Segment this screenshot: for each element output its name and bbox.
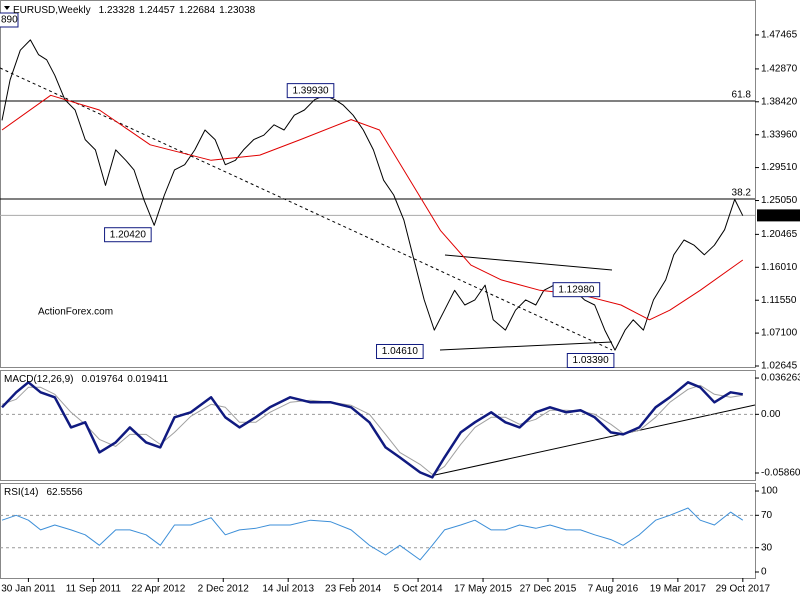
- x-tick-label: 11 Sep 2011: [66, 584, 122, 595]
- fib-label: 61.8: [732, 90, 752, 101]
- rsi-panel: [0, 483, 756, 579]
- y-tick-label: 1.47465: [761, 30, 798, 41]
- watermark: ActionForex.com: [38, 307, 113, 318]
- series-line: [1, 39, 744, 351]
- fib-label: 38.2: [732, 188, 752, 199]
- x-tick-label: 7 Aug 2016: [588, 584, 639, 595]
- y-tick-label: 1.25050: [761, 195, 798, 206]
- y-tick-label: 30: [761, 542, 773, 553]
- price-annotation-label: 1.04610: [382, 346, 419, 357]
- price-annotation-box: [376, 343, 424, 359]
- series-line: [1, 94, 744, 321]
- price-annotation-label: 1.03390: [573, 355, 610, 366]
- current-price-box: [757, 209, 800, 222]
- y-tick-label: 70: [761, 510, 773, 521]
- channel-line: [439, 341, 613, 351]
- channel-line: [444, 254, 613, 271]
- y-tick-label: 1.16010: [761, 262, 798, 273]
- y-tick-label: 1.02645: [761, 361, 798, 372]
- panel-title: EURUSD,Weekly: [13, 5, 91, 16]
- price-panel: [0, 0, 756, 368]
- series-line: [1, 507, 744, 561]
- y-tick-label: -0.058606: [761, 468, 800, 479]
- x-tick-label: 17 May 2015: [454, 584, 512, 595]
- y-tick-label: 1.42870: [761, 64, 798, 75]
- panel-header: MACD(12,26,9) 0.019764 0.019411: [4, 374, 169, 385]
- header-value: 1.22684: [179, 5, 216, 16]
- panel-header: EURUSD,Weekly 1.23328 1.24457 1.22684 1.2303…: [13, 5, 256, 16]
- price-annotation-box: [566, 353, 615, 369]
- header-value: 1.24457: [139, 5, 176, 16]
- price-annotation-box: [286, 83, 335, 99]
- x-tick-label: 27 Dec 2015: [520, 584, 577, 595]
- y-tick-label: 1.07100: [761, 328, 798, 339]
- price-annotation-label: 1.39930: [292, 85, 329, 96]
- x-tick-label: 30 Jan 2011: [1, 584, 56, 595]
- x-tick-label: 22 Apr 2012: [131, 584, 185, 595]
- x-tick-label: 29 Oct 2017: [716, 584, 771, 595]
- series-line: [1, 381, 744, 479]
- y-tick-label: 100: [761, 486, 778, 497]
- macd-panel: [0, 370, 756, 481]
- x-tick-label: 2 Dec 2012: [198, 584, 250, 595]
- y-tick-label: 0.00: [761, 409, 781, 420]
- x-tick-label: 23 Feb 2014: [325, 584, 382, 595]
- y-tick-label: 1.33960: [761, 129, 798, 140]
- x-tick-label: 14 Jul 2013: [262, 584, 314, 595]
- price-annotation-box: [552, 282, 601, 298]
- header-value: 0.019764: [81, 374, 123, 385]
- y-tick-label: 0: [761, 567, 767, 578]
- clipped-annotation-label: 890: [1, 15, 18, 26]
- current-price-label: 1.23038: [760, 210, 797, 221]
- panel-header: RSI(14) 62.5556: [4, 487, 83, 498]
- trend-line: [0, 67, 613, 351]
- header-value: 1.23328: [99, 5, 136, 16]
- panel-title: RSI(14): [4, 487, 38, 498]
- x-tick-label: 19 Mar 2017: [650, 584, 707, 595]
- price-annotation-box: [104, 227, 152, 243]
- price-annotation-label: 1.12980: [558, 284, 595, 295]
- header-value: 1.23038: [219, 5, 256, 16]
- price-annotation-label: 1.20420: [110, 229, 147, 240]
- panel-title: MACD(12,26,9): [4, 374, 73, 385]
- y-tick-label: 1.11550: [761, 295, 797, 306]
- header-value: 62.5556: [46, 487, 83, 498]
- x-tick-label: 5 Oct 2014: [394, 584, 443, 595]
- macd-trend-line: [434, 404, 756, 476]
- menu-arrow: [4, 6, 10, 10]
- y-tick-label: 1.20465: [761, 229, 798, 240]
- y-tick-label: 1.38420: [761, 96, 798, 107]
- header-value: 0.019411: [127, 374, 168, 385]
- y-tick-label: 0.036263: [761, 373, 800, 384]
- y-tick-label: 1.29510: [761, 162, 798, 173]
- clipped-annotation-box: [0, 12, 19, 28]
